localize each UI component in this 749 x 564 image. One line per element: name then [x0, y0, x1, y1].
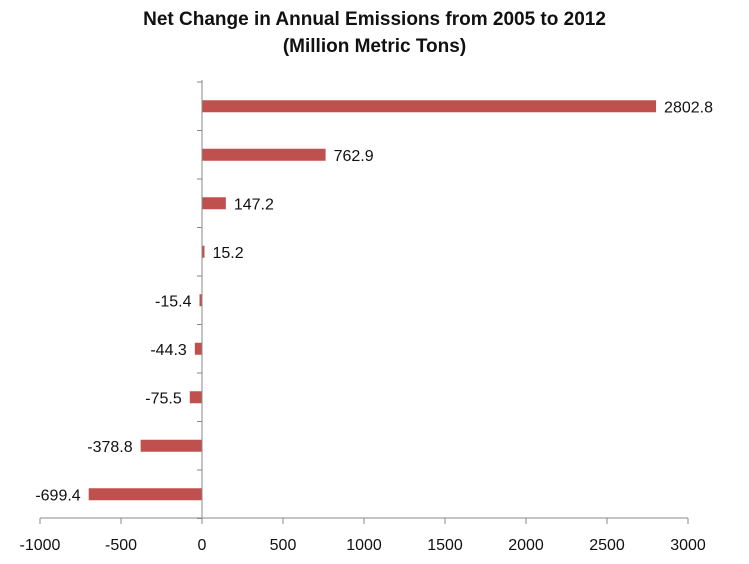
data-label: -15.4: [155, 293, 192, 310]
chart-title-block: Net Change in Annual Emissions from 2005…: [0, 6, 749, 60]
value-tick-label: 2500: [589, 537, 625, 554]
data-label: 147.2: [234, 196, 274, 213]
value-tick-label: -500: [105, 537, 137, 554]
bar: [199, 294, 202, 307]
bar: [202, 245, 205, 258]
bar: [140, 439, 202, 452]
value-tick-label: 3000: [670, 537, 706, 554]
bar: [202, 148, 326, 161]
bars-layer: [88, 100, 657, 501]
chart-subtitle: (Million Metric Tons): [282, 36, 467, 57]
value-tick-label: -1000: [20, 537, 61, 554]
bar: [88, 488, 202, 501]
data-labels-layer: 2802.8 762.9 147.2 15.2 -15.4 -44.3 -75.5 -378.…: [35, 99, 713, 504]
value-tick-label: 1000: [346, 537, 382, 554]
value-tick-label: 500: [270, 537, 297, 554]
data-label: 2802.8: [664, 99, 713, 116]
data-label: 762.9: [334, 148, 374, 165]
axes-layer: -1000 -500 0 500 1000 1500 2000 2500 3000: [20, 80, 706, 554]
data-label: -699.4: [35, 487, 80, 504]
value-tick-label: 2000: [508, 537, 544, 554]
value-tick-label: 0: [198, 537, 207, 554]
bar: [189, 391, 202, 404]
data-label: 15.2: [212, 245, 243, 262]
chart-title: Net Change in Annual Emissions from 2005…: [143, 9, 606, 30]
bar: [202, 197, 226, 210]
bar: [194, 342, 202, 355]
bar: [202, 100, 657, 113]
data-label: -378.8: [87, 439, 132, 456]
data-label: -44.3: [150, 342, 187, 359]
value-tick-label: 1500: [427, 537, 463, 554]
data-label: -75.5: [145, 390, 182, 407]
